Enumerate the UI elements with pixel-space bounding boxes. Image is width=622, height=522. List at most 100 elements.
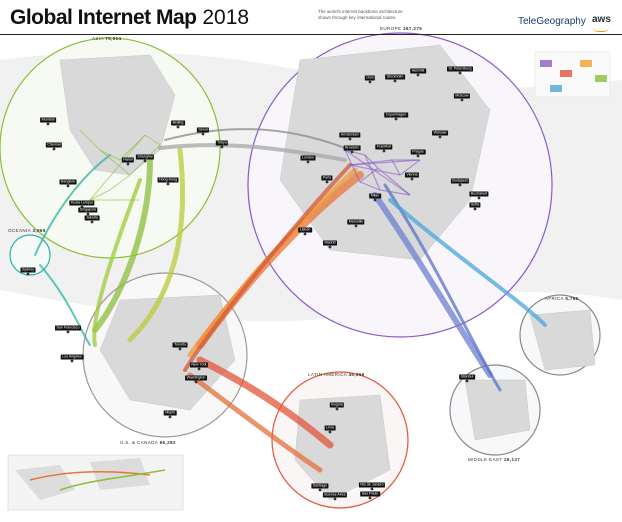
region-name: EUROPE (380, 26, 404, 31)
inset-landmass (15, 458, 150, 500)
city-label: Lisbon (298, 227, 312, 233)
city-node (220, 145, 224, 149)
city-label: Prague (410, 149, 426, 155)
city-label: Budapest (450, 178, 470, 184)
inset-legend-swatch (580, 60, 592, 67)
city-node (473, 207, 477, 211)
city-node (178, 347, 182, 351)
region-bandwidth: 75,514 (105, 36, 122, 41)
city-label: Oslo (364, 75, 376, 81)
city-label: Washington (185, 375, 207, 381)
region-bandwidth: 3,965 (32, 228, 46, 233)
city-label: New York (189, 362, 209, 368)
city-node (393, 79, 397, 83)
route-bundle (34, 154, 111, 256)
region-label: LATIN AMERICA 45,969 (308, 372, 365, 377)
city-label: Shanghai (135, 154, 155, 160)
title-year: 2018 (202, 6, 250, 29)
region-name: MIDDLE EAST (468, 457, 504, 462)
route-link (344, 149, 366, 156)
region-label: AFRICA 5,795 (545, 296, 579, 301)
city-label: Madrid (323, 240, 337, 246)
city-node (66, 184, 70, 188)
city-label: Bucharest (469, 191, 489, 197)
region-label: EUROPE 267,275 (380, 26, 422, 31)
city-node (126, 162, 130, 166)
landmass-shape (279, 44, 491, 261)
route-link (344, 149, 361, 183)
city-label: Singapore (78, 207, 98, 213)
route-link (109, 174, 131, 191)
city-label: London (300, 155, 316, 161)
city-label: Rio de Janeiro (358, 482, 386, 488)
city-label: Beijing (171, 120, 185, 126)
aws-logo: aws (592, 14, 611, 25)
inset-route (29, 470, 151, 481)
city-node (325, 180, 329, 184)
inset-legend-swatch (540, 60, 552, 67)
city-node (70, 359, 74, 363)
city-label: St. Petersburg (447, 66, 473, 72)
city-label: Kuala Lumpur (69, 200, 95, 206)
route-link (89, 134, 146, 201)
city-node (416, 154, 420, 158)
city-node (176, 125, 180, 129)
region-name: OCEANIA (8, 228, 33, 233)
city-label: Seoul (196, 127, 210, 133)
inset-legend-swatch (550, 85, 562, 92)
city-node (90, 220, 94, 224)
city-label: Lima (324, 425, 336, 431)
city-label: Los Angeles (60, 354, 84, 360)
city-node (394, 117, 398, 121)
city-node (354, 224, 358, 228)
city-label: Bangkok (59, 179, 77, 185)
title-main: Global Internet Map (10, 6, 197, 29)
route-bundle (196, 356, 334, 449)
city-node (201, 132, 205, 136)
route-link (359, 181, 381, 191)
city-label: Buenos Aires (322, 492, 348, 498)
route-bundle (372, 192, 493, 378)
city-node (373, 198, 377, 202)
city-node (143, 159, 147, 163)
city-label: Vienna (404, 172, 420, 178)
region-name: LATIN AMERICA (308, 372, 349, 377)
city-node (26, 272, 30, 276)
route-link (364, 154, 379, 169)
city-label: Hong Kong (157, 177, 179, 183)
city-label: Jakarta (84, 215, 100, 221)
city-label: Santiago (311, 483, 329, 489)
aws-smile-icon (593, 27, 609, 32)
inset-route (59, 469, 166, 491)
city-node (368, 496, 372, 500)
map-title: Global Internet Map 2018 (10, 6, 249, 30)
map-tagline: The world's internet backbone architectu… (318, 9, 403, 20)
route-bundle (92, 157, 153, 333)
city-label: Toronto (172, 342, 188, 348)
city-node (410, 177, 414, 181)
inset-legend-swatch (560, 70, 572, 77)
city-node (458, 71, 462, 75)
city-node (166, 182, 170, 186)
city-node (333, 497, 337, 501)
region-label: OCEANIA 3,965 (8, 228, 46, 233)
inset-legend-swatch (595, 75, 607, 82)
route-link (89, 189, 111, 201)
city-node (465, 379, 469, 383)
landmass-shape (464, 379, 531, 441)
route-bundle (388, 198, 547, 327)
route-bundle (39, 264, 91, 346)
city-label: Milan (369, 193, 381, 199)
inset-legend (534, 51, 611, 98)
route-link (99, 149, 131, 176)
city-label: Amsterdam (339, 132, 361, 138)
city-node (303, 232, 307, 236)
route-link (99, 149, 121, 161)
city-label: Marseille (347, 219, 365, 225)
header-rule (0, 34, 622, 35)
city-label: Sao Paulo (360, 491, 380, 497)
city-label: Sydney (20, 267, 36, 273)
city-label: Warsaw (432, 130, 448, 136)
city-node (458, 183, 462, 187)
